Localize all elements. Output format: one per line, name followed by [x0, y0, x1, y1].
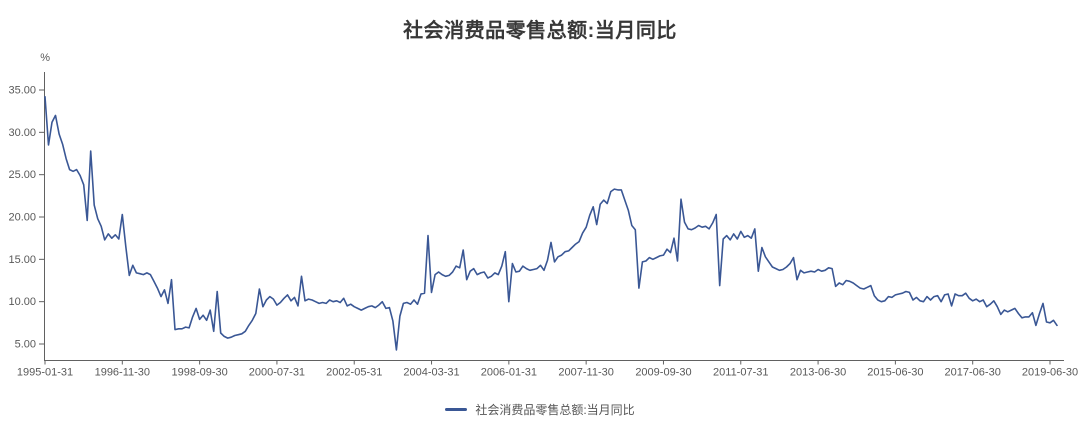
legend-label: 社会消费品零售总额:当月同比: [475, 403, 635, 417]
y-tick-label: 30.00: [8, 127, 36, 139]
series-line[interactable]: [44, 96, 1058, 351]
y-tick-label: 25.00: [8, 169, 36, 181]
x-tick-label: 2013-06-30: [790, 367, 846, 379]
legend-line-marker: [445, 408, 468, 411]
x-tick-label: 2011-07-31: [713, 367, 768, 379]
x-tick-label: 2007-11-30: [558, 367, 613, 379]
x-tick-label: 2017-06-30: [945, 367, 1001, 379]
x-tick-label: 2006-01-31: [481, 367, 537, 379]
y-axis-ticks: 35.00 30.00 25.00 20.00 15.00 10.00 5.00: [8, 85, 44, 351]
y-tick-label: 5.00: [15, 339, 36, 351]
x-tick-label: 1995-01-31: [17, 367, 73, 379]
x-tick-label: 2004-03-31: [403, 367, 459, 379]
x-axis-ticks: 1995-01-31 1996-11-30 1998-09-30 2000-07-31…: [17, 360, 1078, 379]
y-tick-label: 15.00: [8, 254, 36, 266]
chart-title: 社会消费品零售总额:当月同比: [403, 20, 677, 42]
y-tick-label: 10.00: [8, 296, 36, 308]
y-tick-label: 35.00: [8, 85, 36, 97]
x-tick-label: 1998-09-30: [171, 367, 227, 379]
x-tick-label: 2015-06-30: [867, 367, 923, 379]
x-tick-label: 2002-05-31: [326, 367, 382, 379]
x-tick-label: 2009-09-30: [635, 367, 691, 379]
y-axis-unit: %: [40, 52, 50, 64]
y-tick-label: 20.00: [8, 212, 36, 224]
x-tick-label: 1996-11-30: [95, 367, 150, 379]
legend[interactable]: 社会消费品零售总额:当月同比: [0, 401, 1080, 418]
x-tick-label: 2019-06-30: [1022, 367, 1078, 379]
x-tick-label: 2000-07-31: [249, 367, 305, 379]
